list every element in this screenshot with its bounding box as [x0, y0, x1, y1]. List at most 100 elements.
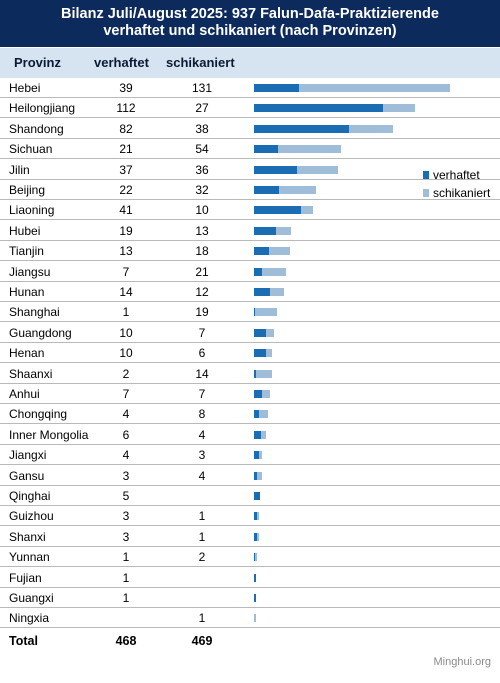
bar-arrested [254, 145, 279, 154]
arrested-value: 13 [119, 244, 133, 259]
harassed-value: 4 [198, 427, 206, 442]
province-name: Inner Mongolia [9, 427, 89, 442]
legend-swatch-harassed [423, 189, 429, 197]
arrested-value: 41 [119, 203, 133, 218]
arrested-value: 10 [119, 325, 133, 340]
harassed-value: 4 [198, 468, 206, 483]
bar-arrested [254, 84, 300, 92]
harassed-value: 38 [195, 121, 209, 136]
total-label: Total [9, 634, 38, 648]
province-name: Qinghai [9, 489, 51, 503]
chart-title-line-2: verhaftet und schikaniert (nach Provinze… [103, 23, 397, 39]
arrested-value: 1 [122, 570, 130, 585]
bar-harassed [265, 328, 274, 337]
bar-arrested [254, 451, 259, 460]
harassed-value: 6 [198, 346, 206, 361]
harassed-value: 131 [191, 81, 213, 95]
table-row: Sichuan 21 54 [0, 139, 500, 160]
province-name: Sichuan [9, 142, 53, 157]
province-name: Henan [9, 346, 45, 361]
harassed-value: 21 [195, 264, 209, 279]
bar-arrested [254, 532, 258, 541]
table-row: Shanxi 3 1 [0, 527, 500, 547]
table-header: Provinz verhaftet schikaniert [0, 48, 500, 78]
arrested-value: 14 [119, 285, 133, 299]
province-name: Gansu [9, 468, 45, 483]
arrested-value: 7 [122, 387, 130, 401]
bar-arrested [254, 308, 256, 317]
province-name: Hebei [9, 81, 41, 95]
bar-harassed [265, 349, 273, 358]
harassed-value: 7 [198, 325, 206, 340]
province-name: Yunnan [9, 550, 50, 565]
harassed-value: 10 [195, 203, 209, 218]
arrested-value: 2 [122, 366, 130, 381]
bar-arrested [254, 369, 257, 378]
arrested-value: 3 [122, 509, 130, 524]
harassed-value: 12 [195, 285, 209, 299]
bar-harassed [260, 430, 266, 439]
harassed-value: 32 [195, 183, 209, 197]
province-name: Anhui [9, 387, 40, 401]
bar-harassed [257, 512, 259, 521]
bar-arrested [254, 492, 260, 500]
province-name: Beijing [9, 183, 46, 197]
harassed-value: 27 [195, 101, 209, 116]
chart-title-line-1: Bilanz Juli/August 2025: 937 Falun-Dafa-… [61, 6, 439, 22]
province-name: Shanghai [9, 305, 60, 320]
arrested-value: 1 [122, 591, 130, 605]
bar-harassed [255, 553, 258, 562]
table-row: Hebei 39 131 [0, 78, 500, 98]
table-row: Ningxia 1 [0, 608, 500, 629]
bar-harassed [275, 226, 291, 235]
province-name: Tianjin [9, 244, 44, 259]
bar-arrested [254, 471, 258, 480]
table-row: Inner Mongolia 6 4 [0, 425, 500, 445]
bar-harassed [348, 124, 393, 133]
arrested-value: 5 [122, 489, 130, 503]
province-name: Jiangxi [9, 448, 47, 463]
table-row: Guizhou 3 1 [0, 506, 500, 527]
harassed-value: 1 [198, 611, 206, 626]
table-row: Liaoning 41 10 [0, 200, 500, 221]
legend-label-arrested: verhaftet [433, 168, 480, 182]
harassed-value: 3 [198, 448, 206, 463]
bar-arrested [254, 226, 276, 235]
bar-harassed [383, 104, 415, 113]
header-harassed: schikaniert [166, 55, 235, 70]
bar-harassed [279, 186, 317, 194]
province-name: Guangxi [9, 591, 54, 605]
harassed-value: 1 [198, 529, 206, 544]
arrested-value: 1 [122, 305, 130, 320]
table-row: Heilongjiang 112 27 [0, 98, 500, 119]
bar-arrested [254, 328, 266, 337]
legend-label-harassed: schikaniert [433, 186, 491, 200]
province-name: Hunan [9, 285, 45, 299]
harassed-value: 7 [198, 387, 206, 401]
bar-arrested [254, 165, 297, 174]
bar-harassed [257, 471, 263, 480]
bar-arrested [254, 267, 263, 276]
table-row: Hunan 14 12 [0, 282, 500, 302]
bar-harassed [258, 451, 263, 460]
table-row: Henan 10 6 [0, 343, 500, 364]
bar-harassed [256, 369, 273, 378]
province-name: Shandong [9, 121, 64, 136]
table-row: Hubei 19 13 [0, 221, 500, 241]
bar-arrested [254, 410, 259, 419]
bar-arrested [254, 247, 269, 256]
arrested-value: 82 [119, 121, 133, 136]
bar-arrested [254, 349, 266, 358]
arrested-value: 22 [119, 183, 133, 197]
arrested-value: 4 [122, 407, 130, 422]
arrested-value: 3 [122, 529, 130, 544]
table-row: Beijing 22 32 [0, 180, 500, 200]
province-name: Jilin [9, 162, 30, 177]
harassed-value: 19 [195, 305, 209, 320]
bar-arrested [254, 573, 256, 582]
bar-arrested [254, 186, 280, 194]
table-row: Anhui 7 7 [0, 384, 500, 404]
bar-harassed [299, 84, 451, 92]
bar-harassed [270, 288, 285, 296]
province-name: Liaoning [9, 203, 55, 218]
